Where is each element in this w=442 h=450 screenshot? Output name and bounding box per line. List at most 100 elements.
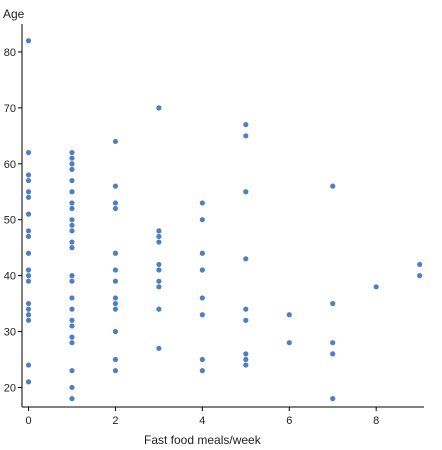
data-point bbox=[112, 138, 119, 145]
data-point bbox=[156, 233, 162, 240]
data-point bbox=[25, 149, 32, 156]
data-point bbox=[25, 172, 32, 178]
data-point bbox=[243, 362, 249, 368]
data-point bbox=[25, 250, 32, 256]
data-point bbox=[243, 122, 249, 128]
data-point bbox=[25, 300, 32, 307]
data-point bbox=[69, 317, 75, 323]
data-point bbox=[112, 368, 119, 374]
data-point bbox=[69, 239, 75, 245]
data-point bbox=[156, 267, 162, 273]
data-point bbox=[330, 183, 336, 189]
data-point bbox=[373, 284, 379, 290]
data-point bbox=[69, 278, 75, 284]
data-point bbox=[156, 105, 162, 111]
data-point bbox=[69, 306, 75, 312]
data-point bbox=[25, 267, 32, 273]
data-point bbox=[286, 340, 292, 346]
data-point bbox=[25, 211, 32, 217]
data-point bbox=[199, 217, 205, 223]
data-point bbox=[156, 284, 162, 290]
data-point bbox=[25, 194, 32, 200]
y-axis-ticks: 20 30 40 50 60 70 80 bbox=[4, 47, 22, 394]
data-point bbox=[25, 273, 32, 279]
data-point bbox=[243, 306, 249, 312]
data-point bbox=[199, 250, 205, 256]
data-point bbox=[69, 205, 75, 212]
data-point bbox=[25, 362, 32, 368]
y-tick-label: 60 bbox=[4, 159, 16, 171]
data-point bbox=[69, 368, 75, 374]
data-point bbox=[156, 345, 162, 351]
data-point bbox=[69, 228, 75, 234]
data-point bbox=[25, 38, 32, 44]
data-point bbox=[25, 177, 32, 184]
data-point bbox=[199, 368, 205, 374]
x-tick-label: 6 bbox=[286, 415, 292, 427]
data-point bbox=[69, 273, 75, 279]
data-point bbox=[69, 340, 75, 346]
y-tick-label: 70 bbox=[4, 103, 16, 115]
data-point bbox=[69, 149, 75, 156]
y-tick-label: 50 bbox=[4, 215, 16, 227]
data-point bbox=[199, 312, 205, 318]
data-point bbox=[199, 295, 205, 301]
data-point bbox=[112, 278, 119, 284]
data-point bbox=[69, 161, 75, 167]
data-point bbox=[112, 356, 119, 363]
data-point bbox=[69, 295, 75, 301]
data-point bbox=[156, 239, 162, 245]
data-point bbox=[25, 306, 32, 312]
data-point bbox=[25, 233, 32, 240]
x-tick-label: 8 bbox=[373, 415, 379, 427]
data-point bbox=[112, 300, 119, 307]
data-point bbox=[199, 200, 205, 206]
data-point bbox=[199, 267, 205, 273]
data-point bbox=[25, 189, 32, 195]
data-point bbox=[243, 351, 249, 357]
x-tick-label: 2 bbox=[112, 415, 118, 427]
data-point bbox=[243, 189, 249, 195]
data-point bbox=[330, 300, 336, 307]
data-point bbox=[25, 312, 32, 318]
data-point bbox=[25, 317, 32, 323]
data-point bbox=[243, 356, 249, 363]
data-point bbox=[69, 200, 75, 206]
data-point bbox=[112, 295, 119, 301]
data-point bbox=[69, 323, 75, 329]
x-axis-ticks: 0 2 4 6 8 bbox=[25, 407, 379, 427]
data-point bbox=[69, 396, 75, 402]
data-point bbox=[330, 340, 336, 346]
data-point bbox=[69, 384, 75, 391]
data-point bbox=[156, 228, 162, 234]
data-point bbox=[112, 267, 119, 273]
data-point bbox=[199, 356, 205, 363]
data-point bbox=[69, 155, 75, 161]
data-point bbox=[243, 256, 249, 262]
data-point bbox=[25, 379, 32, 385]
data-point bbox=[112, 306, 119, 312]
data-point bbox=[156, 278, 162, 284]
data-point bbox=[417, 273, 423, 279]
data-point bbox=[112, 250, 119, 256]
data-point bbox=[243, 317, 249, 323]
data-point bbox=[330, 351, 336, 357]
data-point bbox=[156, 306, 162, 312]
y-tick-label: 20 bbox=[4, 382, 16, 394]
x-axis-title: Fast food meals/week bbox=[144, 433, 262, 447]
y-tick-label: 40 bbox=[4, 271, 16, 283]
data-point bbox=[112, 328, 119, 335]
x-tick-label: 4 bbox=[199, 415, 205, 427]
data-point bbox=[243, 133, 249, 139]
data-point bbox=[156, 261, 162, 268]
y-tick-label: 30 bbox=[4, 327, 16, 339]
data-point bbox=[112, 200, 119, 206]
x-tick-label: 0 bbox=[25, 415, 31, 427]
data-point bbox=[69, 189, 75, 195]
data-point bbox=[286, 312, 292, 318]
y-axis-title: Age bbox=[3, 7, 25, 21]
data-point bbox=[330, 396, 336, 402]
data-point bbox=[112, 183, 119, 189]
data-point bbox=[417, 261, 423, 268]
